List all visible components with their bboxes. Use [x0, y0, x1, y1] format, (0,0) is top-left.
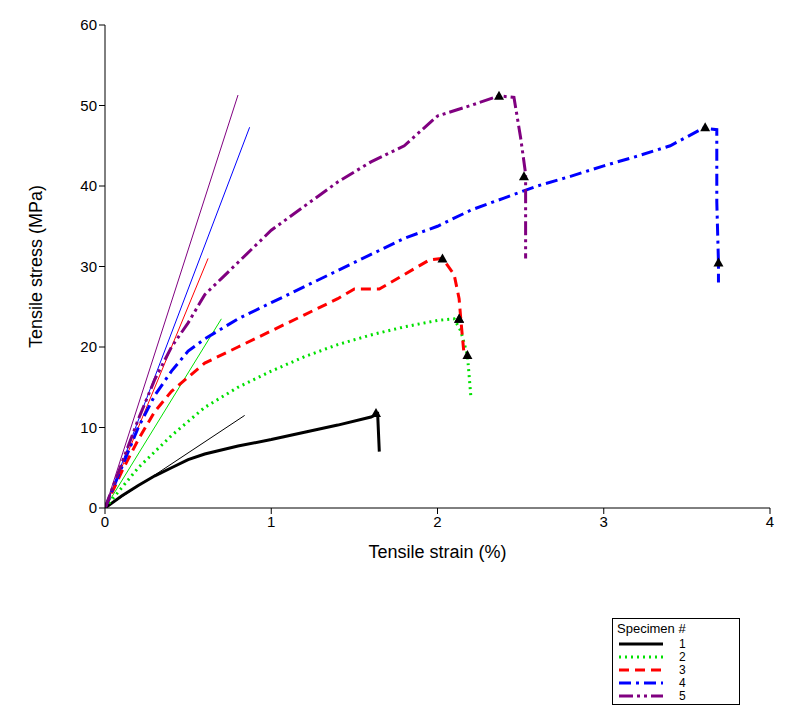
svg-text:50: 50: [80, 97, 97, 114]
html-text:1: 1: [679, 636, 686, 651]
svg-text:60: 60: [80, 16, 97, 33]
svg-text:40: 40: [80, 177, 97, 194]
svg-text:Tensile strain (%): Tensile strain (%): [368, 542, 506, 562]
svg-text:Tensile stress (MPa): Tensile stress (MPa): [26, 185, 46, 348]
html-text:Specimen #: Specimen #: [617, 621, 686, 636]
svg-text:1: 1: [267, 513, 275, 530]
html-text:2: 2: [679, 649, 686, 664]
svg-text:2: 2: [433, 513, 441, 530]
svg-text:4: 4: [766, 513, 774, 530]
svg-text:10: 10: [80, 419, 97, 436]
html-text:4: 4: [679, 675, 686, 690]
svg-text:20: 20: [80, 338, 97, 355]
svg-text:3: 3: [600, 513, 608, 530]
svg-text:0: 0: [101, 513, 109, 530]
html-text:3: 3: [679, 662, 686, 677]
html-text:5: 5: [679, 688, 686, 703]
svg-text:0: 0: [89, 499, 97, 516]
svg-text:30: 30: [80, 258, 97, 275]
